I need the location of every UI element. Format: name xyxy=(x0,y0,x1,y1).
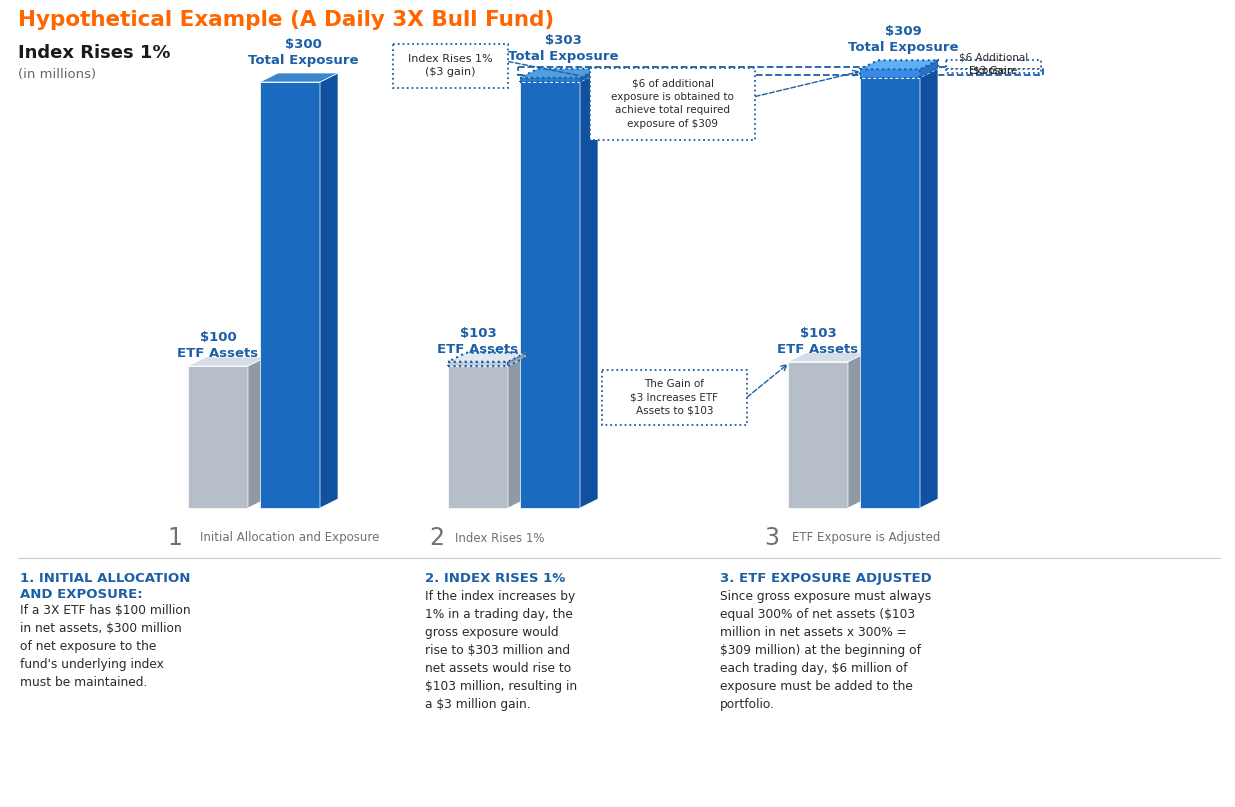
Text: Initial Allocation and Exposure: Initial Allocation and Exposure xyxy=(200,532,379,545)
Text: Since gross exposure must always
equal 300% of net assets ($103
million in net a: Since gross exposure must always equal 3… xyxy=(720,590,931,711)
Text: $6 of additional
exposure is obtained to
achieve total required
exposure of $309: $6 of additional exposure is obtained to… xyxy=(611,79,734,128)
Polygon shape xyxy=(448,366,508,508)
Polygon shape xyxy=(860,69,920,77)
Text: Index Rises 1%: Index Rises 1% xyxy=(19,44,170,62)
Text: 3. ETF EXPOSURE ADJUSTED: 3. ETF EXPOSURE ADJUSTED xyxy=(720,572,931,585)
Polygon shape xyxy=(920,61,939,77)
Text: 2: 2 xyxy=(430,526,445,550)
Text: 2. INDEX RISES 1%: 2. INDEX RISES 1% xyxy=(425,572,566,585)
Polygon shape xyxy=(788,353,866,362)
Text: $100
ETF Assets: $100 ETF Assets xyxy=(178,331,258,360)
Text: (in millions): (in millions) xyxy=(19,68,96,81)
FancyBboxPatch shape xyxy=(946,69,1041,73)
Polygon shape xyxy=(448,353,526,362)
Polygon shape xyxy=(508,353,526,366)
Polygon shape xyxy=(248,357,266,508)
Polygon shape xyxy=(448,357,526,366)
Polygon shape xyxy=(508,357,526,508)
FancyBboxPatch shape xyxy=(590,68,755,140)
Text: 1. INITIAL ALLOCATION
AND EXPOSURE:: 1. INITIAL ALLOCATION AND EXPOSURE: xyxy=(20,572,190,601)
Text: $303
Total Exposure: $303 Total Exposure xyxy=(508,34,619,63)
Polygon shape xyxy=(580,73,598,508)
Text: $309
Total Exposure: $309 Total Exposure xyxy=(847,25,958,54)
Polygon shape xyxy=(920,69,939,508)
Text: Hypothetical Example (A Daily 3X Bull Fund): Hypothetical Example (A Daily 3X Bull Fu… xyxy=(19,10,555,30)
FancyBboxPatch shape xyxy=(601,370,747,424)
Text: If a 3X ETF has $100 million
in net assets, $300 million
of net exposure to the
: If a 3X ETF has $100 million in net asse… xyxy=(20,604,190,689)
Polygon shape xyxy=(188,357,266,366)
Polygon shape xyxy=(520,73,598,82)
FancyBboxPatch shape xyxy=(393,44,508,88)
Text: ETF Exposure is Adjusted: ETF Exposure is Adjusted xyxy=(792,532,940,545)
Text: $103
ETF Assets: $103 ETF Assets xyxy=(778,327,858,356)
FancyBboxPatch shape xyxy=(946,61,1041,69)
Text: If the index increases by
1% in a trading day, the
gross exposure would
rise to : If the index increases by 1% in a tradin… xyxy=(425,590,577,711)
Text: Index Rises 1%
($3 gain): Index Rises 1% ($3 gain) xyxy=(409,54,493,77)
Text: The Gain of
$3 Increases ETF
Assets to $103: The Gain of $3 Increases ETF Assets to $… xyxy=(631,379,719,416)
Polygon shape xyxy=(860,61,939,69)
Text: Index Rises 1%: Index Rises 1% xyxy=(454,532,545,545)
Text: 1: 1 xyxy=(168,526,183,550)
Text: 3: 3 xyxy=(764,526,779,550)
Polygon shape xyxy=(860,69,939,77)
Polygon shape xyxy=(580,69,598,82)
Text: $3 Gain: $3 Gain xyxy=(973,66,1014,76)
Polygon shape xyxy=(520,77,580,82)
Polygon shape xyxy=(320,73,338,508)
Polygon shape xyxy=(788,362,848,508)
Text: $300
Total Exposure: $300 Total Exposure xyxy=(248,38,358,67)
Polygon shape xyxy=(520,69,598,77)
Polygon shape xyxy=(860,77,920,508)
Polygon shape xyxy=(448,362,508,366)
Polygon shape xyxy=(848,353,866,508)
Text: $103
ETF Assets: $103 ETF Assets xyxy=(437,327,519,356)
Polygon shape xyxy=(520,82,580,508)
Polygon shape xyxy=(261,82,320,508)
Text: $6 Additional
Exposure: $6 Additional Exposure xyxy=(958,53,1028,76)
Polygon shape xyxy=(261,73,338,82)
Polygon shape xyxy=(188,366,248,508)
